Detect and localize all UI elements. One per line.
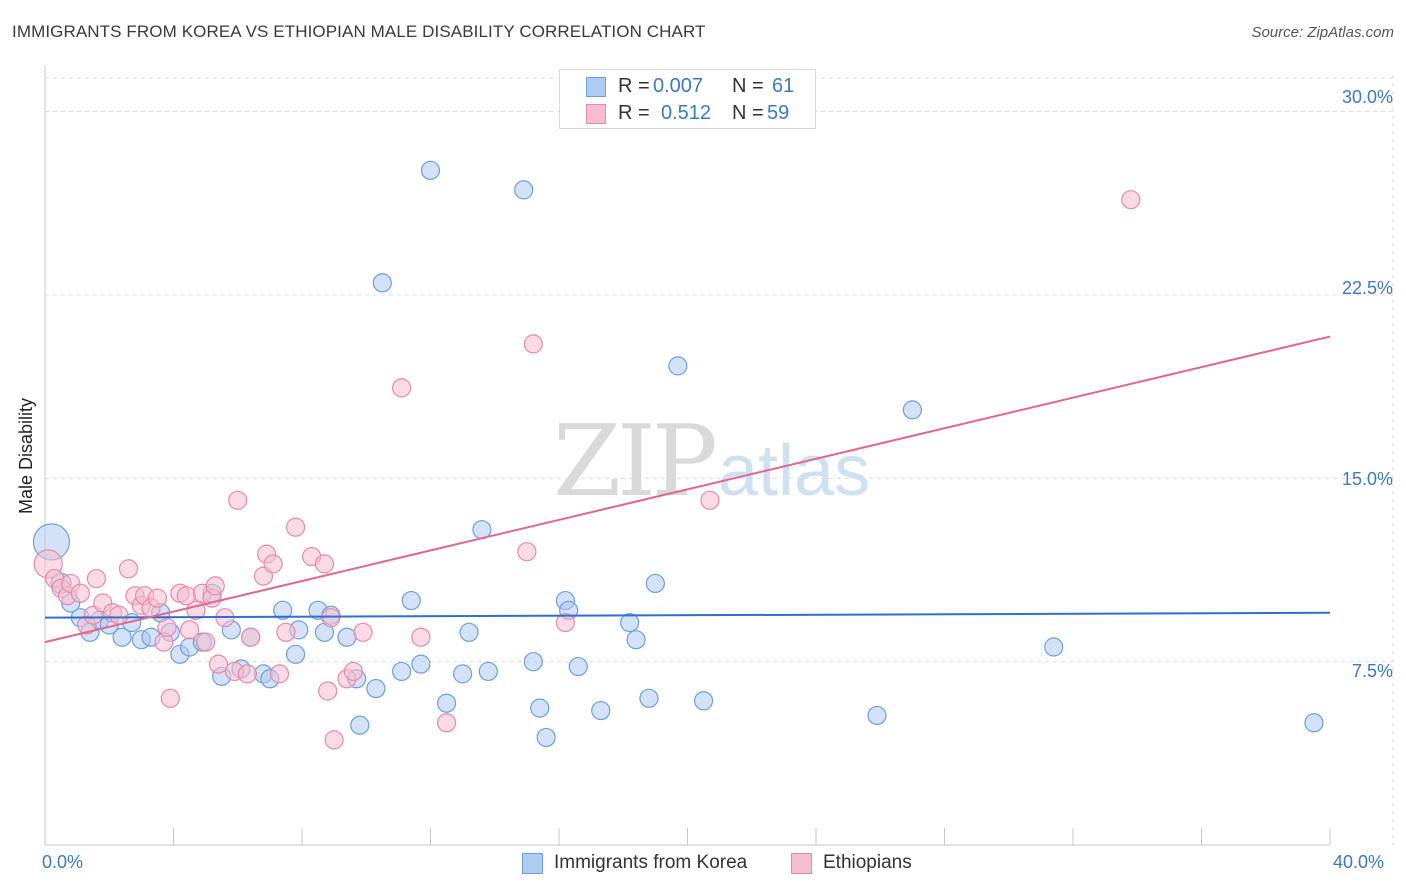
korea-point <box>693 691 714 711</box>
x-tick-label-max: 40.0% <box>1333 852 1385 872</box>
korea-point <box>867 705 887 726</box>
korea-point <box>536 727 556 748</box>
korea-point <box>639 688 659 708</box>
korea-point <box>337 627 357 647</box>
korea-point <box>372 273 392 293</box>
korea-point <box>568 656 588 677</box>
ethiopian-point <box>411 627 431 647</box>
korea-swatch <box>522 853 543 874</box>
ethiopian-point <box>436 713 457 733</box>
legend-label-korea: Immigrants from Korea <box>554 852 748 873</box>
korea-point <box>459 622 479 642</box>
ethiopian-point <box>241 627 261 647</box>
chart-title: IMMIGRANTS FROM KOREA VS ETHIOPIAN MALE … <box>12 22 706 41</box>
legend-n-label: N = <box>732 102 764 124</box>
ethiopian-point <box>147 588 168 608</box>
korea-point <box>902 400 922 420</box>
ethiopian-point <box>391 378 412 398</box>
korea-point <box>112 627 132 647</box>
watermark-zip: ZIP <box>553 405 718 519</box>
ethiopian-point <box>70 583 90 603</box>
korea-point <box>436 693 457 713</box>
korea-point <box>626 630 646 650</box>
ethiopian-point <box>179 620 200 640</box>
korea-point <box>1304 713 1324 733</box>
ethiopian-point <box>555 612 576 633</box>
korea-point <box>591 700 611 721</box>
korea-point <box>285 644 306 664</box>
legend-row-korea: R = 0.007 N = 61 <box>560 74 815 100</box>
korea-point <box>514 180 534 200</box>
legend-r-value: 0.007 <box>653 75 704 97</box>
watermark-atlas: atlas <box>718 431 871 511</box>
ethiopian-point <box>118 559 139 579</box>
ethiopian-trend-line <box>44 335 1331 644</box>
ethiopian-point <box>237 664 257 684</box>
ethiopian-point <box>160 688 180 708</box>
ethiopian-point <box>205 576 225 596</box>
korea-point <box>645 573 665 594</box>
ethiopian-point <box>208 654 229 674</box>
y-tick-label: 30.0% <box>1341 87 1393 107</box>
legend-row-ethiopians: R = 0.512 N = 59 <box>560 101 815 127</box>
korea-point <box>620 612 640 633</box>
korea-point <box>1044 637 1064 657</box>
korea-point <box>391 661 412 682</box>
korea-trend-line <box>44 611 1331 619</box>
ethiopian-point <box>109 605 129 625</box>
ethiopian-point <box>228 490 248 510</box>
ethiopian-point <box>196 632 216 652</box>
legend-r-label: R = <box>618 75 650 97</box>
y-axis-label: Male Disability <box>16 397 36 515</box>
legend-n-value: 59 <box>767 102 790 124</box>
ethiopians-swatch <box>791 853 812 874</box>
x-tick-label-min: 0.0% <box>42 852 84 872</box>
y-tick-label: 7.5% <box>1351 661 1393 681</box>
legend-label-ethiopians: Ethiopians <box>823 852 912 873</box>
ethiopians-swatch <box>586 104 606 124</box>
ethiopian-point <box>157 617 177 638</box>
legend-n-value: 61 <box>772 75 795 97</box>
ethiopian-point <box>353 622 373 642</box>
ethiopian-point <box>700 490 720 510</box>
korea-point <box>366 678 386 699</box>
ethiopian-point <box>263 554 283 574</box>
korea-point <box>668 356 688 376</box>
korea-point <box>350 715 370 735</box>
y-tick-label: 15.0% <box>1341 469 1393 489</box>
legend-r-value: 0.512 <box>661 102 712 124</box>
korea-point <box>453 664 473 684</box>
ethiopian-point <box>517 542 537 562</box>
korea-point <box>411 654 431 674</box>
ethiopian-point <box>523 334 543 354</box>
y-tick-label: 22.5% <box>1341 278 1393 298</box>
korea-point <box>478 661 498 682</box>
ethiopian-point <box>318 681 338 701</box>
korea-point <box>273 600 293 620</box>
ethiopian-point <box>1121 190 1141 210</box>
ethiopian-point <box>314 554 335 574</box>
ethiopian-point <box>321 608 341 628</box>
legend-r-label: R = <box>618 102 650 124</box>
korea-point <box>530 698 550 718</box>
korea-point <box>523 652 543 672</box>
ethiopian-point <box>324 730 344 750</box>
source-credit: Source: ZipAtlas.com <box>1251 24 1394 41</box>
korea-swatch <box>586 77 606 97</box>
ethiopian-point <box>285 517 306 537</box>
ethiopian-point <box>269 664 290 684</box>
ethiopian-point <box>276 622 296 642</box>
legend-n-label: N = <box>732 75 764 97</box>
korea-point <box>420 160 441 180</box>
ethiopian-point <box>86 568 107 589</box>
correlation-legend: R = 0.007 N = 61 R = 0.512 N = 59 <box>559 69 816 129</box>
ethiopian-point <box>343 661 363 682</box>
korea-point <box>401 590 421 611</box>
